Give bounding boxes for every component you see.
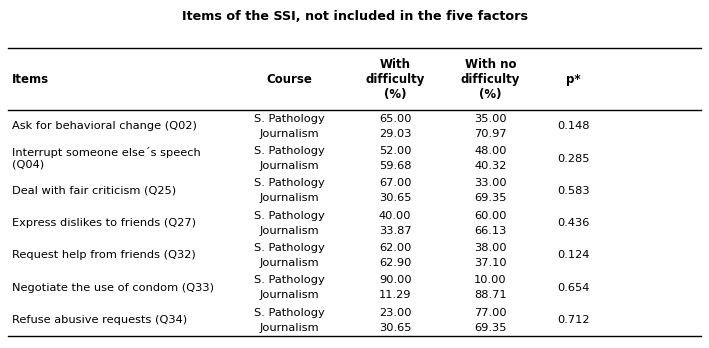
Text: Deal with fair criticism (Q25): Deal with fair criticism (Q25) — [12, 186, 176, 196]
Text: 30.65: 30.65 — [379, 193, 411, 203]
Text: 0.583: 0.583 — [557, 186, 590, 196]
Text: p*: p* — [566, 73, 581, 86]
Text: 33.00: 33.00 — [474, 179, 507, 189]
Text: 69.35: 69.35 — [474, 323, 507, 333]
Text: 90.00: 90.00 — [379, 275, 411, 285]
Text: Negotiate the use of condom (Q33): Negotiate the use of condom (Q33) — [12, 283, 214, 293]
Text: 65.00: 65.00 — [379, 114, 411, 124]
Text: With
difficulty
(%): With difficulty (%) — [365, 57, 425, 101]
Text: 29.03: 29.03 — [379, 129, 411, 139]
Text: 38.00: 38.00 — [474, 243, 507, 253]
Text: S. Pathology: S. Pathology — [254, 114, 325, 124]
Text: 30.65: 30.65 — [379, 323, 411, 333]
Text: 0.285: 0.285 — [557, 153, 590, 164]
Text: 59.68: 59.68 — [379, 161, 411, 171]
Text: 62.90: 62.90 — [379, 258, 411, 268]
Text: S. Pathology: S. Pathology — [254, 179, 325, 189]
Text: Journalism: Journalism — [259, 258, 319, 268]
Text: 0.712: 0.712 — [557, 315, 590, 325]
Text: Interrupt someone else´s speech
(Q04): Interrupt someone else´s speech (Q04) — [12, 147, 201, 170]
Text: S. Pathology: S. Pathology — [254, 211, 325, 221]
Text: With no
difficulty
(%): With no difficulty (%) — [461, 57, 520, 101]
Text: Items of the SSI, not included in the five factors: Items of the SSI, not included in the fi… — [182, 10, 527, 23]
Text: 62.00: 62.00 — [379, 243, 411, 253]
Text: 88.71: 88.71 — [474, 290, 507, 300]
Text: Request help from friends (Q32): Request help from friends (Q32) — [12, 251, 196, 261]
Text: 70.97: 70.97 — [474, 129, 507, 139]
Text: 60.00: 60.00 — [474, 211, 507, 221]
Text: 37.10: 37.10 — [474, 258, 507, 268]
Text: Journalism: Journalism — [259, 290, 319, 300]
Text: 40.00: 40.00 — [379, 211, 411, 221]
Text: 23.00: 23.00 — [379, 308, 411, 318]
Text: Journalism: Journalism — [259, 226, 319, 236]
Text: 0.124: 0.124 — [557, 251, 590, 261]
Text: Express dislikes to friends (Q27): Express dislikes to friends (Q27) — [12, 218, 196, 228]
Text: 69.35: 69.35 — [474, 193, 507, 203]
Text: Refuse abusive requests (Q34): Refuse abusive requests (Q34) — [12, 315, 187, 325]
Text: S. Pathology: S. Pathology — [254, 275, 325, 285]
Text: 52.00: 52.00 — [379, 146, 411, 156]
Text: 35.00: 35.00 — [474, 114, 507, 124]
Text: 66.13: 66.13 — [474, 226, 507, 236]
Text: Course: Course — [267, 73, 312, 86]
Text: Journalism: Journalism — [259, 161, 319, 171]
Text: Items: Items — [12, 73, 49, 86]
Text: 0.436: 0.436 — [557, 218, 590, 228]
Text: 77.00: 77.00 — [474, 308, 507, 318]
Text: 0.148: 0.148 — [557, 121, 590, 131]
Text: 48.00: 48.00 — [474, 146, 507, 156]
Text: S. Pathology: S. Pathology — [254, 243, 325, 253]
Text: 40.32: 40.32 — [474, 161, 507, 171]
Text: 10.00: 10.00 — [474, 275, 507, 285]
Text: Journalism: Journalism — [259, 323, 319, 333]
Text: S. Pathology: S. Pathology — [254, 308, 325, 318]
Text: Journalism: Journalism — [259, 193, 319, 203]
Text: 67.00: 67.00 — [379, 179, 411, 189]
Text: S. Pathology: S. Pathology — [254, 146, 325, 156]
Text: 33.87: 33.87 — [379, 226, 411, 236]
Text: Ask for behavioral change (Q02): Ask for behavioral change (Q02) — [12, 121, 197, 131]
Text: 11.29: 11.29 — [379, 290, 411, 300]
Text: 0.654: 0.654 — [557, 283, 590, 293]
Text: Journalism: Journalism — [259, 129, 319, 139]
